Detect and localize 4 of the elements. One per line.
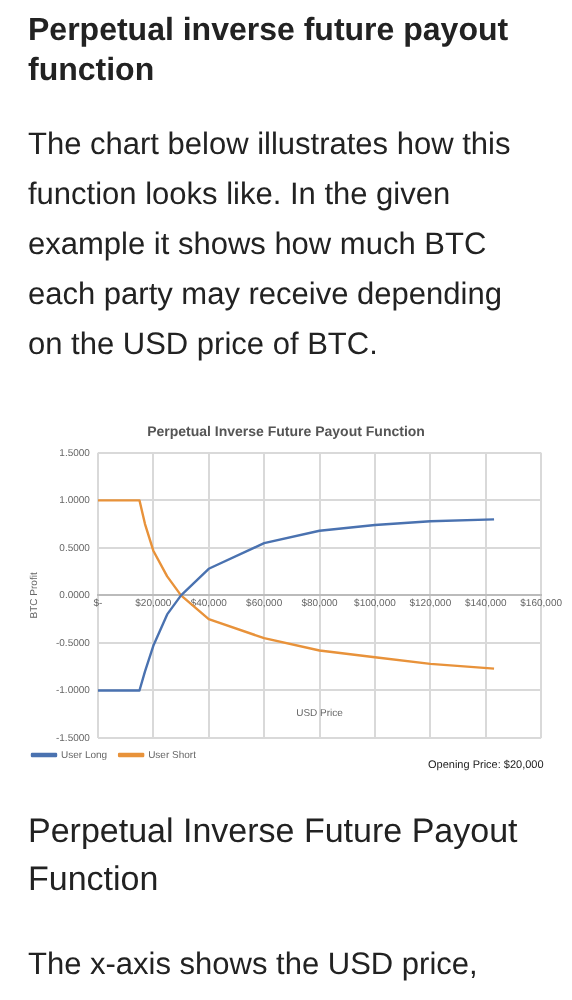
text: Perpetual Inverse Future Payout Function (28, 810, 520, 902)
text: Perpetual inverse future payout function (28, 12, 511, 92)
text: The x-axis shows the USD price, (28, 946, 480, 986)
text: The chart below illustrates how this function looks like. In the given example it shows how much BTC each party may receive depending on the USD price of BTC. (28, 126, 513, 366)
